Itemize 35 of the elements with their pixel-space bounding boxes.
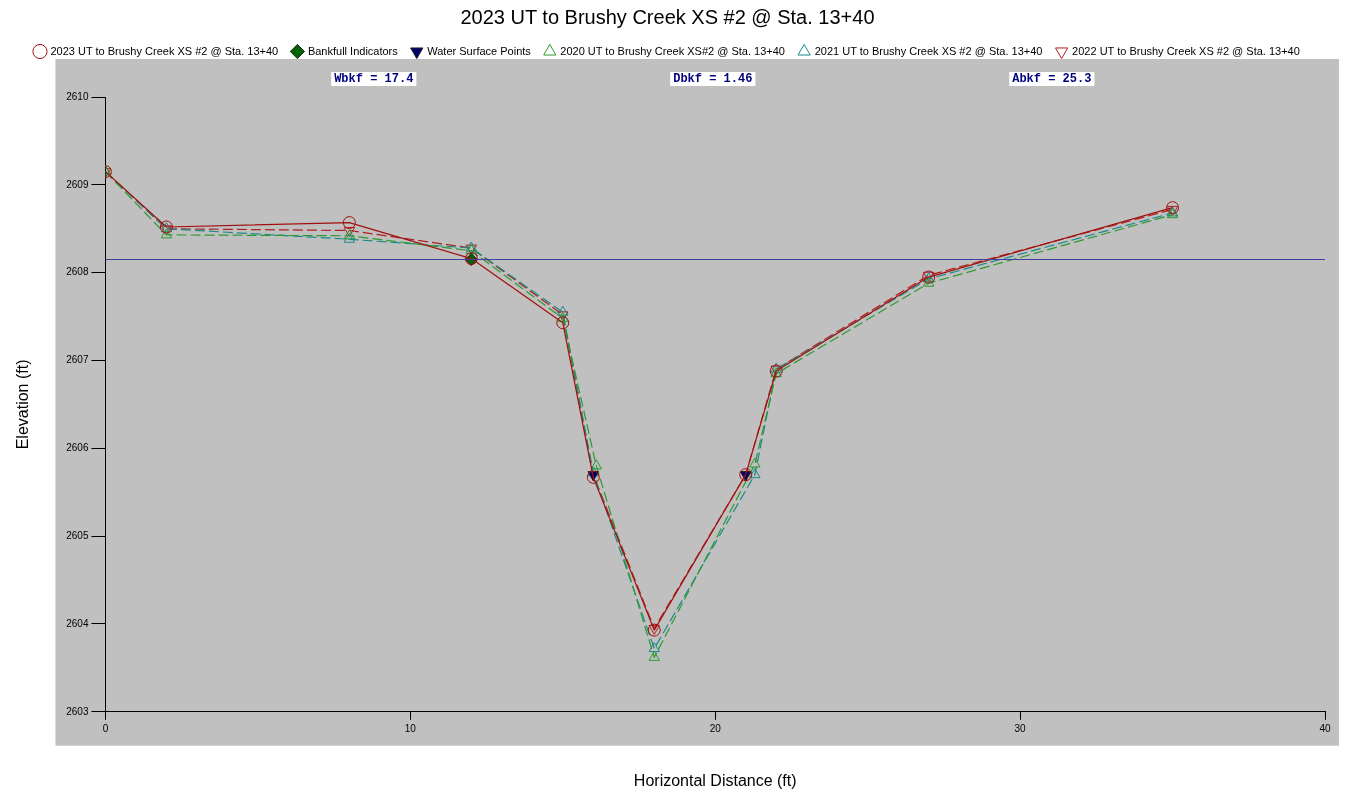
point: [342, 216, 356, 230]
y-axis-title: Elevation (ft): [14, 359, 32, 450]
text: Dbkf = 1.46: [673, 72, 753, 87]
y-tick-label: 2603: [66, 705, 89, 717]
point: [556, 316, 570, 330]
legend-label: 2022 UT to Brushy Creek XS #2 @ Sta. 13+40: [1072, 44, 1300, 57]
y-tick-label: 2605: [66, 529, 89, 541]
x-tick-label: 0: [102, 722, 109, 734]
point: [749, 457, 761, 468]
legend-label: Bankfull Indicators: [307, 44, 399, 57]
point: [590, 459, 603, 470]
chart-title: 2023 UT to Brushy Creek XS #2 @ Sta. 13+40: [460, 5, 875, 28]
text: Abkf = 25.3: [1012, 72, 1092, 87]
y-tick-label: 2606: [66, 442, 89, 454]
y-tick-label: 2610: [66, 90, 89, 102]
y-tick-label: 2607: [66, 354, 89, 366]
point: [749, 468, 761, 479]
x-tick-label: 40: [1319, 722, 1331, 734]
point: [648, 650, 660, 661]
legend-label: Water Surface Points: [427, 44, 532, 57]
y-tick-label: 2609: [66, 178, 89, 190]
legend-label: 2023 UT to Brushy Creek XS #2 @ Sta. 13+40: [50, 44, 279, 57]
point: [648, 642, 660, 653]
point: [1166, 201, 1180, 215]
x-tick-label: 10: [404, 722, 417, 734]
x-tick-label: 20: [709, 722, 722, 734]
x-axis-title: Horizontal Distance (ft): [633, 771, 797, 789]
y-tick-label: 2604: [66, 617, 89, 629]
text: Wbkf = 17.4: [334, 72, 414, 87]
y-tick-label: 2608: [66, 266, 89, 278]
point: [922, 276, 935, 287]
point: [557, 305, 569, 316]
legend-label: 2020 UT to Brushy Creek XS#2 @ Sta. 13+40: [560, 44, 785, 57]
x-tick-label: 30: [1014, 722, 1027, 734]
legend-label: 2021 UT to Brushy Creek XS #2 @ Sta. 13+40: [814, 44, 1043, 57]
